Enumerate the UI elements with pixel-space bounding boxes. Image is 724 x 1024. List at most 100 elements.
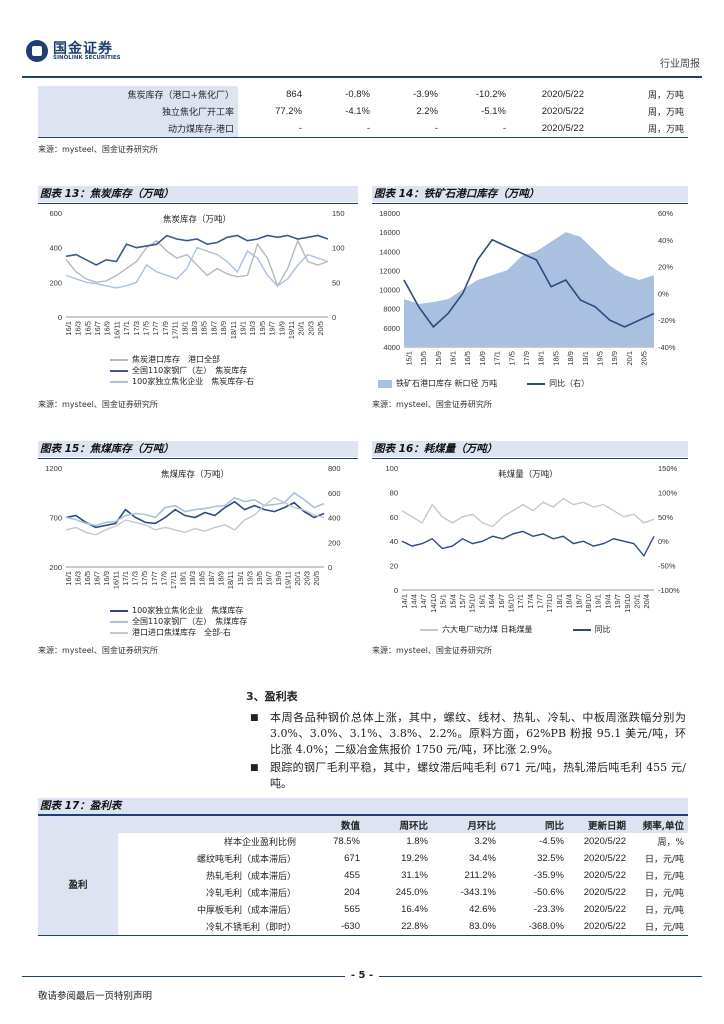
logo-text-en: SINOLINK SECURITIES <box>53 55 121 61</box>
series-area <box>404 232 654 347</box>
cell-wow: -0.8% <box>345 89 370 100</box>
x-tick-label: 18/9 <box>566 351 575 366</box>
cell-mom: -3.9% <box>413 89 438 100</box>
cell-unit: 日，元/吨 <box>644 855 684 865</box>
x-tick-label: 14/7 <box>419 594 428 609</box>
x-tick-label: 20/5 <box>640 351 649 366</box>
y-left-tick-label: 0 <box>394 586 398 595</box>
y-left-tick-label: 200 <box>49 563 62 572</box>
cell-date: 2020/5/22 <box>583 921 626 932</box>
x-tick-label: 16/1 <box>64 571 73 586</box>
cell-value: 455 <box>344 870 360 881</box>
figure-13: 图表 13：焦炭库存（万吨） <box>38 186 358 202</box>
cell-label: 独立焦化厂开工率 <box>38 103 238 120</box>
x-tick-label: 20/5 <box>312 571 321 586</box>
y-left-tick-label: 8000 <box>383 305 400 314</box>
x-tick-label: 20/3 <box>306 321 315 336</box>
x-tick-label: 16/1 <box>64 321 73 336</box>
cell-date: 2020/5/22 <box>583 887 626 898</box>
x-tick-label: 19/9 <box>277 321 286 336</box>
x-tick-label: 17/9 <box>161 321 170 336</box>
x-tick-label: 17/11 <box>171 321 180 339</box>
x-tick-label: 16/5 <box>83 571 92 586</box>
x-tick-label: 18/4 <box>565 594 574 609</box>
figure-15: 图表 15：焦煤库存（万吨） <box>38 441 358 457</box>
figure-16-rule <box>372 458 688 459</box>
legend-swatch <box>110 609 128 612</box>
x-tick-label: 20/1 <box>632 594 641 609</box>
figure-17: 图表 17：盈利表 数值 周环比 月环比 同比 更新日期 频率,单位 盈利 样本企… <box>38 798 688 936</box>
x-tick-label: 16/9 <box>102 571 111 586</box>
x-tick-label: 16/5 <box>463 351 472 366</box>
x-tick-label: 19/5 <box>596 351 605 366</box>
legend-item: 同比（右） <box>527 378 589 389</box>
cell-label: 冷轧毛利（成本滞后） <box>205 889 296 899</box>
x-tick-label: 18/7 <box>207 571 216 586</box>
legend-swatch <box>110 358 128 361</box>
y-right-tick-label: 0 <box>332 313 336 322</box>
x-tick-label: 17/9 <box>522 351 531 366</box>
table-row: 独立焦化厂开工率 77.2% -4.1% 2.2% -5.1% 2020/5/22 周，万吨 <box>38 103 688 120</box>
x-tick-label: 17/5 <box>141 321 150 336</box>
y-left-tick-label: 10000 <box>379 286 400 295</box>
figure-caption: 盈利表 <box>89 800 122 812</box>
chart-legend: 六大电厂动力煤 日耗煤量 同比 <box>420 624 611 635</box>
figure-14-rule <box>372 203 688 204</box>
legend-item: 100家独立焦化企业 焦炭库存-右 <box>110 376 254 387</box>
x-tick-label: 19/7 <box>268 321 277 336</box>
section-title: 3、盈利表 <box>246 690 298 703</box>
x-tick-label: 14/1 <box>400 594 409 609</box>
y-right-tick-label: 800 <box>328 464 341 473</box>
x-tick-label: 20/1 <box>625 351 634 366</box>
cell-mom: 42.6% <box>469 904 496 915</box>
profit-table: 数值 周环比 月环比 同比 更新日期 频率,单位 盈利 样本企业盈利比例 78.5%… <box>38 816 688 935</box>
x-tick-label: 18/1 <box>555 594 564 609</box>
cell-wow: 31.1% <box>401 870 428 881</box>
header-cell <box>38 816 118 833</box>
x-tick-label: 15/1 <box>404 351 413 366</box>
legend-label: 同比 <box>594 625 611 634</box>
page-number: - 5 - <box>0 970 724 981</box>
cell-value: 671 <box>344 853 360 864</box>
top-table-rule <box>38 137 688 138</box>
x-tick-label: 16/10 <box>506 594 515 613</box>
series-line <box>65 491 325 527</box>
header-cell: 月环比 <box>467 820 496 832</box>
x-tick-label: 16/7 <box>497 594 506 609</box>
y-right-tick-label: 0% <box>658 537 669 546</box>
x-tick-label: 16/7 <box>92 571 101 586</box>
cell-unit: 日，元/吨 <box>644 923 684 933</box>
source-note: 来源：mysteel、国金证券研究所 <box>38 145 158 154</box>
x-tick-label: 17/3 <box>132 321 141 336</box>
series-line <box>401 530 655 558</box>
x-tick-label: 16/9 <box>478 351 487 366</box>
x-tick-label: 15/9 <box>434 351 443 366</box>
x-tick-label: 17/7 <box>536 594 545 609</box>
source-note: 来源：mysteel、国金证券研究所 <box>38 400 158 409</box>
x-tick-label: 18/11 <box>226 571 235 589</box>
table-header-row: 数值 周环比 月环比 同比 更新日期 频率,单位 <box>38 816 688 833</box>
figure-number: 图表 16： <box>374 443 424 455</box>
cell-yoy: -50.6% <box>533 887 564 898</box>
table-bottom-rule <box>38 935 688 936</box>
bullet-text: 本周各品种钢价总体上涨，其中，螺纹、线材、热轧、冷轧、中板周涨跌幅分别为 3.0… <box>270 711 686 756</box>
y-right-tick-label: -20% <box>658 316 676 325</box>
x-tick-label: 20/4 <box>642 594 651 609</box>
legend-swatch <box>527 382 546 385</box>
table-row: 冷轧不锈毛利（即时） -630 22.8% 83.0% -368.0% 2020/5/22… <box>38 918 688 935</box>
x-tick-label: 17/11 <box>169 571 178 589</box>
series-line <box>65 234 329 266</box>
x-tick-label: 17/10 <box>545 594 554 613</box>
cell-mom: 83.0% <box>469 921 496 932</box>
chart-inner-title: 焦煤库存（万吨） <box>161 469 229 480</box>
x-tick-label: 19/1 <box>236 571 245 586</box>
legend-item: 同比 <box>572 624 611 635</box>
cell-unit: 周，万吨 <box>647 91 684 101</box>
figure-caption: 焦煤库存（万吨） <box>89 443 174 455</box>
x-tick-label: 15/10 <box>468 594 477 613</box>
figure-caption: 铁矿石港口库存（万吨） <box>423 188 540 200</box>
x-tick-label: 19/7 <box>613 594 622 609</box>
x-tick-label: 18/5 <box>198 571 207 586</box>
